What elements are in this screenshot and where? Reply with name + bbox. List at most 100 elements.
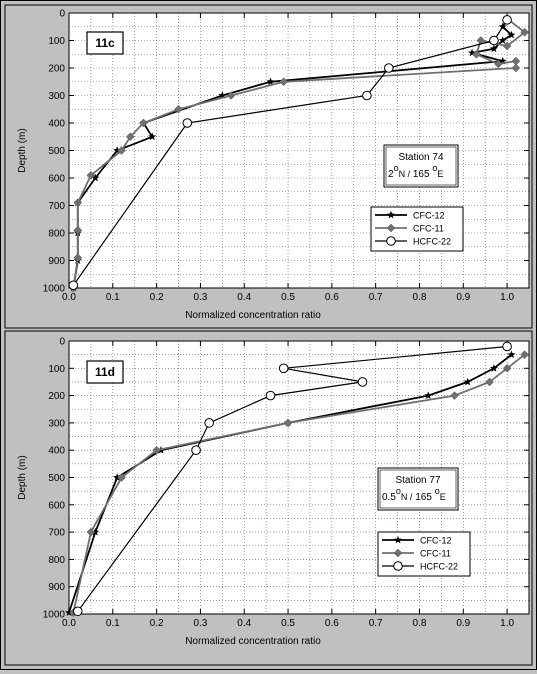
x-tick-label: 0.9 (456, 292, 470, 303)
data-point (218, 91, 227, 99)
x-tick-label: 0.4 (237, 292, 251, 303)
data-point (117, 473, 126, 482)
data-point (520, 27, 529, 37)
data-point (384, 63, 394, 73)
y-tick-label: 1000 (43, 610, 66, 621)
data-point (472, 49, 481, 59)
data-point (283, 418, 293, 428)
x-tick-label: 0.2 (150, 292, 164, 303)
station-coord-part: o (394, 163, 399, 173)
y-axis-label: Depth (m) (17, 455, 28, 499)
station-box-inner (385, 146, 457, 186)
data-point (191, 445, 201, 456)
y-tick-label: 300 (48, 91, 65, 102)
y-tick-label: 400 (48, 446, 65, 457)
data-point (463, 377, 472, 386)
station-coord-part: 2 (388, 169, 394, 180)
legend-label: CFC-11 (413, 224, 444, 234)
station-box (377, 467, 459, 511)
data-point (502, 15, 512, 25)
y-tick-label: 700 (48, 528, 65, 539)
data-point (117, 146, 126, 155)
x-tick-label: 0.8 (413, 292, 427, 303)
chart-panel-11c: 0.0 0.1 0.2 0.3 0.4 0.5 0.6 0.7 0.8 0.9 1.0 0 100 200… (4, 4, 533, 329)
x-tick-label: 0.8 (413, 618, 427, 629)
x-tick-label: 0.0 (62, 618, 76, 629)
data-point (357, 377, 368, 387)
data-point (362, 90, 372, 101)
x-tick-label: 0.5 (281, 292, 295, 303)
legend-marker (387, 210, 395, 219)
data-point (265, 390, 276, 401)
x-tick-label: 0.1 (106, 292, 120, 303)
x-tick-label: 1.0 (500, 618, 514, 629)
panel-label-box (86, 31, 124, 55)
station-name: Station 74 (398, 152, 443, 163)
data-point (485, 377, 494, 387)
data-point (73, 253, 83, 263)
data-point (125, 132, 135, 142)
y-tick-label: 500 (48, 146, 65, 157)
station-coord-part: N / (401, 492, 413, 502)
data-point (493, 59, 503, 69)
data-point (502, 341, 512, 352)
y-tick-label: 800 (48, 229, 65, 240)
data-point (182, 118, 193, 128)
legend-label: CFC-12 (413, 211, 445, 221)
y-tick-label: 900 (48, 256, 65, 267)
data-point (226, 91, 236, 100)
data-point (174, 104, 183, 114)
y-tick-label: 100 (48, 364, 65, 375)
legend-marker (393, 548, 403, 558)
data-point (148, 132, 157, 141)
data-point (139, 118, 148, 128)
data-point (498, 36, 507, 44)
legend-label: HCFC-22 (420, 562, 458, 572)
y-tick-label: 600 (48, 174, 65, 185)
data-point (489, 44, 498, 53)
panel-label-box (86, 360, 124, 384)
data-point (498, 56, 507, 65)
y-tick-label: 300 (48, 418, 65, 429)
data-point (91, 527, 100, 536)
legend-label: CFC-12 (420, 536, 452, 546)
station-coord-part: o (396, 486, 401, 496)
data-point (73, 198, 83, 208)
data-point (502, 41, 512, 51)
y-tick-label: 0 (59, 9, 65, 20)
y-tick-label: 900 (48, 582, 65, 593)
y-tick-label: 0 (59, 337, 65, 348)
data-point (489, 35, 499, 46)
data-point (507, 350, 516, 359)
data-point (204, 418, 214, 428)
y-tick-label: 800 (48, 555, 65, 566)
y-axis-label: Depth (m) (17, 128, 28, 172)
station-coord-part: E (437, 169, 443, 179)
station-coord-part: 165 (412, 492, 434, 503)
data-point (507, 30, 516, 39)
station-coord-part: o (435, 486, 440, 496)
station-coord-part: E (440, 492, 446, 502)
legend-label: CFC-11 (420, 549, 451, 559)
legend-label: HCFC-22 (413, 237, 451, 247)
data-point (73, 225, 83, 235)
x-tick-label: 0.1 (106, 618, 120, 629)
station-name: Station 77 (395, 475, 440, 486)
y-tick-label: 400 (48, 119, 65, 130)
y-tick-label: 100 (48, 36, 65, 47)
x-tick-label: 0.4 (237, 618, 251, 629)
y-tick-label: 700 (48, 201, 65, 212)
y-tick-label: 1000 (43, 284, 66, 295)
station-coord-part: 0.5 (382, 492, 396, 503)
x-tick-label: 0.5 (281, 618, 295, 629)
x-tick-label: 0.2 (150, 618, 164, 629)
x-tick-label: 0.3 (193, 618, 207, 629)
station-coords: 0.5oN / 165 oE (382, 486, 446, 503)
y-tick-label: 500 (48, 473, 65, 484)
series-CFC-11 (69, 14, 529, 293)
x-tick-label: 0.6 (325, 292, 339, 303)
data-point (91, 173, 100, 182)
station-coord-part: N / (399, 169, 411, 179)
